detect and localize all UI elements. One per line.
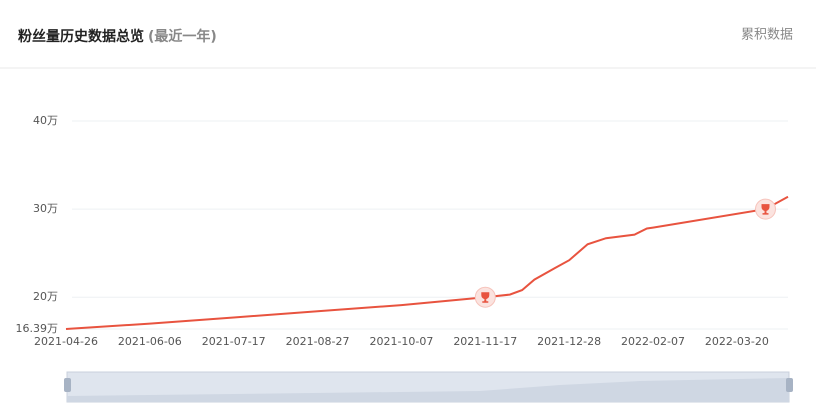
slider-handle[interactable] bbox=[64, 378, 71, 392]
x-tick-label: 2021-12-28 bbox=[537, 335, 601, 348]
y-tick-label: 40万 bbox=[33, 114, 58, 127]
trophy-icon bbox=[481, 292, 490, 303]
y-tick-label: 30万 bbox=[33, 202, 58, 215]
y-tick-label: 16.39万 bbox=[16, 322, 59, 335]
milestone-marker bbox=[755, 198, 777, 220]
y-tick-label: 20万 bbox=[33, 290, 58, 303]
trophy-icon bbox=[761, 204, 770, 215]
x-tick-label: 2021-07-17 bbox=[202, 335, 266, 348]
milestone-marker bbox=[474, 286, 496, 308]
x-tick-label: 2021-06-06 bbox=[118, 335, 182, 348]
panel-title: 粉丝量历史数据总览 bbox=[18, 28, 144, 45]
x-tick-label: 2021-10-07 bbox=[369, 335, 433, 348]
series-line bbox=[65, 195, 789, 330]
x-tick-label: 2021-11-17 bbox=[453, 335, 517, 348]
panel-subtitle: (最近一年) bbox=[148, 28, 217, 45]
slider-preview bbox=[67, 378, 789, 402]
x-tick-label: 2021-08-27 bbox=[286, 335, 350, 348]
x-tick-label: 2022-03-20 bbox=[705, 335, 769, 348]
cumulative-toggle[interactable]: 累积数据 bbox=[741, 28, 793, 43]
x-tick-label: 2021-04-26 bbox=[34, 335, 98, 348]
slider-handle[interactable] bbox=[786, 378, 793, 392]
zoom-slider[interactable] bbox=[64, 371, 793, 403]
x-tick-label: 2022-02-07 bbox=[621, 335, 685, 348]
